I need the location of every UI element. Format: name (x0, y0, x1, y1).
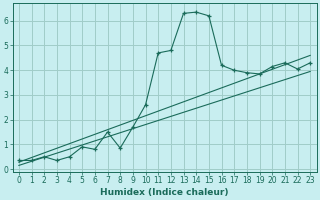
X-axis label: Humidex (Indice chaleur): Humidex (Indice chaleur) (100, 188, 229, 197)
